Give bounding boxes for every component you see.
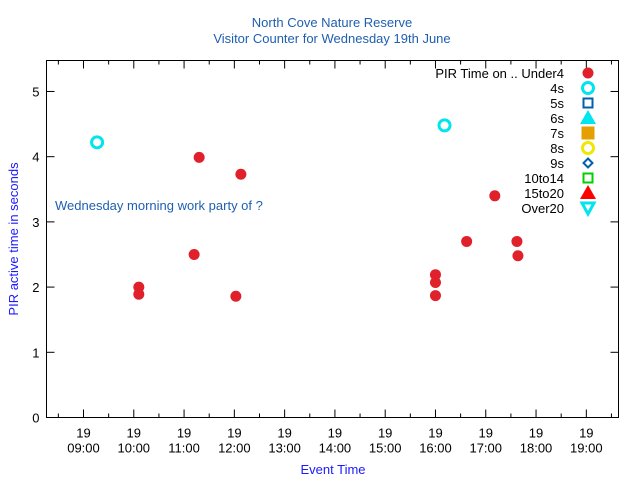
x-tick-day: 19 <box>428 426 442 441</box>
x-tick-day: 19 <box>177 426 191 441</box>
x-tick-time: 19:00 <box>570 441 603 456</box>
data-point <box>489 190 501 202</box>
x-tick-day: 19 <box>328 426 342 441</box>
x-tick-time: 15:00 <box>369 441 402 456</box>
data-point <box>437 118 452 133</box>
legend-marker-icon <box>582 97 594 109</box>
legend-marker-icon <box>582 157 594 169</box>
y-tick-label: 0 <box>32 411 39 426</box>
x-tick-day: 19 <box>277 426 291 441</box>
x-tick-day: 19 <box>76 426 90 441</box>
x-axis-label: Event Time <box>300 462 365 477</box>
x-tick-time: 09:00 <box>67 441 100 456</box>
x-tick-day: 19 <box>127 426 141 441</box>
data-point <box>511 235 523 247</box>
legend-label: PIR Time on .. Under4 <box>435 66 564 81</box>
x-tick-time: 13:00 <box>268 441 301 456</box>
legend-marker-icon <box>580 185 596 199</box>
legend-label: Over20 <box>521 201 564 216</box>
legend-label: 7s <box>550 126 564 141</box>
legend-marker-icon <box>582 67 594 79</box>
x-tick-time: 18:00 <box>520 441 553 456</box>
legend-marker-icon <box>581 81 595 95</box>
data-point <box>429 269 441 281</box>
data-point <box>235 168 247 180</box>
annotation: Wednesday morning work party of ? <box>55 198 263 213</box>
x-tick-time: 10:00 <box>118 441 151 456</box>
y-tick-label: 3 <box>32 215 39 230</box>
legend-label: 6s <box>550 111 564 126</box>
data-point <box>188 248 200 260</box>
data-point <box>429 290 441 302</box>
legend-marker-icon <box>580 110 596 124</box>
x-tick-time: 12:00 <box>218 441 251 456</box>
data-point <box>461 235 473 247</box>
legend-label: 10to14 <box>524 171 564 186</box>
legend-label: 15to20 <box>524 186 564 201</box>
data-point <box>429 277 441 289</box>
data-point <box>512 250 524 262</box>
x-tick-time: 11:00 <box>168 441 200 456</box>
data-point <box>90 135 105 150</box>
legend-marker-icon <box>579 201 597 218</box>
chart-subtitle: Visitor Counter for Wednesday 19th June <box>213 31 450 46</box>
legend-label: 5s <box>550 96 564 111</box>
x-tick-day: 19 <box>227 426 241 441</box>
legend-label: 8s <box>550 141 564 156</box>
data-point <box>133 288 145 300</box>
x-tick-time: 14:00 <box>319 441 352 456</box>
data-point <box>230 290 242 302</box>
legend-marker-icon <box>581 126 595 140</box>
data-point <box>193 151 205 163</box>
x-tick-day: 19 <box>579 426 593 441</box>
x-tick-time: 17:00 <box>469 441 502 456</box>
legend-marker-icon <box>582 172 594 184</box>
y-tick-label: 4 <box>32 150 39 165</box>
legend-marker-icon <box>581 141 595 155</box>
x-tick-day: 19 <box>529 426 543 441</box>
legend-label: 9s <box>550 156 564 171</box>
y-tick-label: 2 <box>32 280 39 295</box>
x-tick-time: 16:00 <box>419 441 452 456</box>
y-tick-label: 1 <box>32 345 39 360</box>
x-tick-day: 19 <box>479 426 493 441</box>
y-axis-label: PIR active time in seconds <box>6 162 21 316</box>
legend-label: 4s <box>550 81 564 96</box>
chart-title: North Cove Nature Reserve <box>252 15 412 30</box>
y-tick-label: 5 <box>32 84 39 99</box>
plot-frame <box>46 60 619 418</box>
x-tick-day: 19 <box>378 426 392 441</box>
